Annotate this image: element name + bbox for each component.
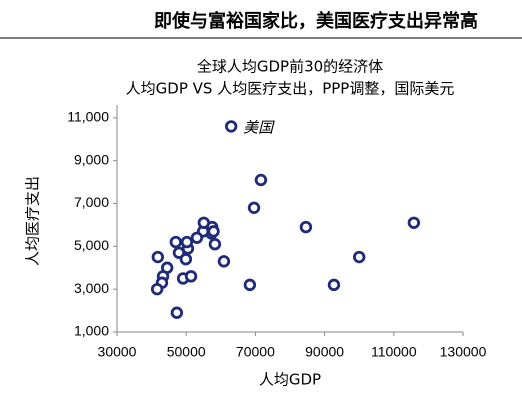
point <box>150 282 164 296</box>
point <box>170 306 184 319</box>
point <box>217 255 231 268</box>
point <box>407 216 421 229</box>
chart-title: 全球人均GDP前30的经济体 <box>197 58 383 76</box>
y-tick-label: 9,000 <box>74 151 109 167</box>
point <box>151 250 165 264</box>
x-tick-label: 90000 <box>305 344 344 360</box>
y-tick-label: 11,000 <box>67 109 109 125</box>
point <box>243 278 257 292</box>
y-tick-label: 7,000 <box>74 194 109 210</box>
point <box>327 278 341 292</box>
point <box>207 225 220 238</box>
point <box>184 270 198 283</box>
point <box>180 235 194 249</box>
x-tick-label: 110000 <box>371 344 417 360</box>
point <box>169 235 183 249</box>
point <box>208 237 222 251</box>
annotation: 美国 <box>243 118 275 136</box>
x-tick-label: 130000 <box>440 344 487 360</box>
x-tick-label: 50000 <box>167 344 206 360</box>
x-tick-label: 30000 <box>98 344 137 360</box>
y-tick-label: 3,000 <box>74 280 109 296</box>
y-axis-label: 人均医疗支出 <box>24 176 42 266</box>
x-axis-label: 人均GDP <box>259 371 321 389</box>
point <box>179 252 193 266</box>
chart-subtitle: 人均GDP VS 人均医疗支出，PPP调整，国际美元 <box>126 80 455 98</box>
point <box>247 201 261 214</box>
y-tick-label: 5,000 <box>74 237 109 253</box>
point <box>197 216 211 229</box>
point <box>224 120 238 133</box>
x-tick-label: 70000 <box>236 344 275 360</box>
point <box>299 220 313 234</box>
point <box>190 231 204 244</box>
y-tick-label: 1,000 <box>74 323 109 339</box>
point <box>254 173 268 187</box>
point <box>353 250 366 264</box>
header-title: 即使与富裕国家比，美国医疗支出异常高 <box>154 10 478 32</box>
